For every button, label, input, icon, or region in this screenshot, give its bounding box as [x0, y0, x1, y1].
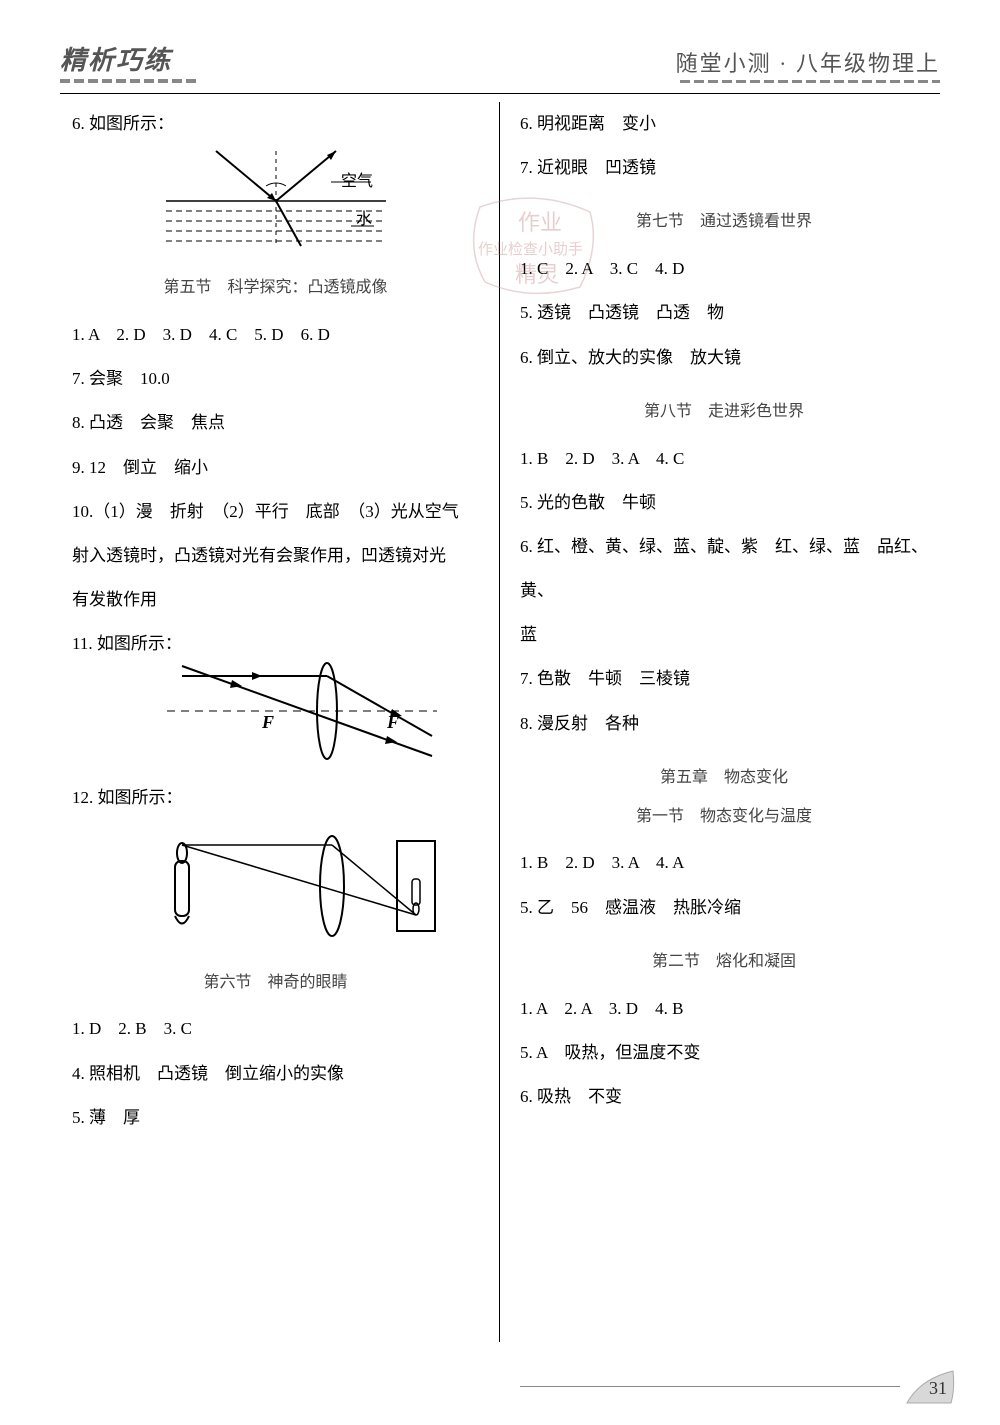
s5-line10c: 有发散作用 [72, 578, 479, 622]
s7-line1: 1. C 2. A 3. C 4. D [520, 247, 928, 291]
diagram-refraction: 空气 水 [156, 146, 396, 256]
s8-line6: 6. 红、橙、黄、绿、蓝、靛、紫 红、绿、蓝 品红、黄、 [520, 525, 928, 613]
s6-line5: 5. 薄 厚 [72, 1096, 479, 1140]
water-label: 水 [356, 210, 372, 228]
header-left-title: 精析巧练 [60, 40, 200, 77]
F2-label: F [386, 712, 399, 732]
section7-title: 第七节 通过透镜看世界 [520, 208, 928, 237]
header-right-underline [680, 80, 940, 83]
s8-line5: 5. 光的色散 牛顿 [520, 481, 928, 525]
q11-label: 11. 如图所示： [72, 622, 182, 666]
left-column: 6. 如图所示： 空气 水 [60, 102, 500, 1342]
s5-line1: 1. A 2. D 3. D 4. C 5. D 6. D [72, 313, 479, 357]
diagram-convex-lens: F F [162, 656, 442, 766]
c5s1-line1: 1. B 2. D 3. A 4. A [520, 841, 928, 885]
diagram-candle-imaging [142, 821, 442, 951]
chapter5-title: 第五章 物态变化 [520, 764, 928, 793]
r-line7: 7. 近视眼 凹透镜 [520, 146, 928, 190]
s5-line9: 9. 12 倒立 缩小 [72, 446, 479, 490]
footer-rule [520, 1386, 900, 1387]
header-right-block: 随堂小测 · 八年级物理上 [676, 46, 940, 83]
page-number-badge: 31 [905, 1369, 955, 1405]
s7-line5: 5. 透镜 凸透镜 凸透 物 [520, 291, 928, 335]
c5s2-line6: 6. 吸热 不变 [520, 1075, 928, 1119]
c5s2-title: 第二节 熔化和凝固 [520, 948, 928, 977]
air-label: 空气 [341, 172, 373, 190]
section6-title: 第六节 神奇的眼睛 [72, 969, 479, 998]
section8-title: 第八节 走进彩色世界 [520, 398, 928, 427]
header-left-underline [60, 79, 200, 83]
q6-label: 6. 如图所示： [72, 102, 479, 146]
page-header: 精析巧练 随堂小测 · 八年级物理上 [60, 40, 940, 83]
c5s2-line5: 5. A 吸热，但温度不变 [520, 1031, 928, 1075]
s8-line1: 1. B 2. D 3. A 4. C [520, 437, 928, 481]
page-number: 31 [929, 1378, 947, 1399]
header-left-block: 精析巧练 [60, 40, 200, 83]
s8-line8: 8. 漫反射 各种 [520, 702, 928, 746]
s8-line6b: 蓝 [520, 613, 928, 657]
r-line6: 6. 明视距离 变小 [520, 102, 928, 146]
header-right-title: 随堂小测 · 八年级物理上 [676, 46, 940, 78]
content-columns: 6. 如图所示： 空气 水 [60, 102, 940, 1342]
F1-label: F [261, 712, 274, 732]
c5s1-line5: 5. 乙 56 感温液 热胀冷缩 [520, 886, 928, 930]
s5-line8: 8. 凸透 会聚 焦点 [72, 401, 479, 445]
s7-line6: 6. 倒立、放大的实像 放大镜 [520, 336, 928, 380]
header-rule [60, 93, 940, 94]
s8-line7: 7. 色散 牛顿 三棱镜 [520, 657, 928, 701]
s6-line1: 1. D 2. B 3. C [72, 1007, 479, 1051]
s5-line10b: 射入透镜时，凸透镜对光有会聚作用，凹透镜对光 [72, 534, 479, 578]
s5-line10: 10.（1）漫 折射 （2）平行 底部 （3）光从空气 [72, 490, 479, 534]
section5-title: 第五节 科学探究：凸透镜成像 [72, 274, 479, 303]
s5-line7: 7. 会聚 10.0 [72, 357, 479, 401]
q12-label: 12. 如图所示： [72, 776, 479, 820]
c5s2-line1: 1. A 2. A 3. D 4. B [520, 987, 928, 1031]
right-column: 作业 作业检查小助手 精灵 6. 明视距离 变小 7. 近视眼 凹透镜 第七节 … [500, 102, 940, 1342]
c5s1-title: 第一节 物态变化与温度 [520, 803, 928, 832]
s6-line4: 4. 照相机 凸透镜 倒立缩小的实像 [72, 1052, 479, 1096]
